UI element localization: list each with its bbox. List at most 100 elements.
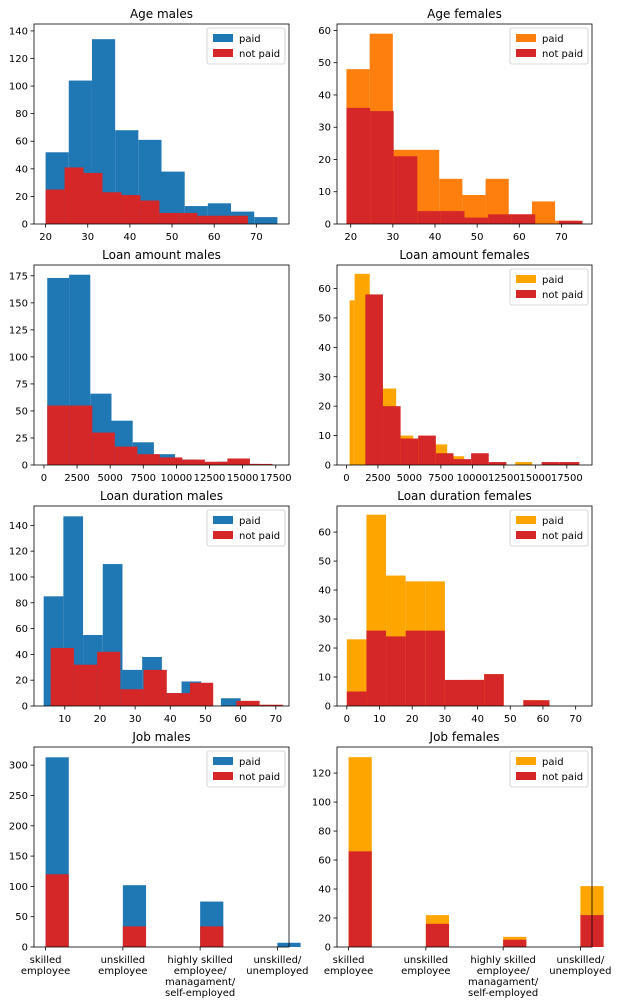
bar: [114, 446, 138, 465]
legend-label: paid: [542, 34, 564, 45]
y-tick-label: 120: [9, 547, 28, 558]
bar: [488, 214, 512, 224]
x-tick-label: 70: [269, 714, 282, 725]
y-tick-label: 0: [22, 461, 28, 472]
legend-label: not paid: [239, 49, 280, 60]
y-tick-label: 10: [318, 431, 331, 442]
bar: [365, 294, 383, 465]
x-tick-label: 12500: [194, 473, 226, 484]
bar: [204, 461, 228, 465]
bar: [259, 704, 283, 706]
chart-title: Age males: [130, 7, 193, 21]
bar: [400, 438, 419, 465]
bar: [254, 217, 278, 224]
y-tick-label: 125: [9, 325, 28, 336]
bar: [200, 926, 224, 947]
series-not-paid: [45, 167, 248, 224]
y-tick-label: 60: [318, 26, 331, 37]
y-tick-label: 30: [318, 123, 331, 134]
y-tick-label: 100: [9, 882, 28, 893]
bar: [435, 453, 454, 465]
legend-swatch: [516, 34, 536, 42]
x-tick-label-line: employee: [98, 966, 147, 977]
y-tick-label: 0: [22, 943, 28, 954]
bar: [425, 630, 445, 706]
series-not-paid: [365, 294, 580, 465]
chart-panel-1: 0 20 40 60 80 100 120 140 20 30 40 50 60 70 Age males p…: [9, 7, 290, 243]
x-tick-label: 17500: [260, 473, 292, 484]
legend-label: not paid: [542, 531, 583, 542]
y-tick-label: 80: [15, 598, 28, 609]
chart-title: Age females: [427, 7, 502, 21]
y-tick-label: 10: [318, 673, 331, 684]
bar: [182, 459, 205, 465]
bar: [440, 211, 465, 224]
legend: paid not paid: [509, 509, 589, 547]
y-tick-label: 150: [9, 298, 28, 309]
axes-frame: [33, 746, 290, 948]
chart-title: Job males: [131, 730, 190, 744]
bar: [137, 454, 160, 465]
bar: [236, 700, 260, 706]
bar: [178, 212, 198, 224]
x-tick-label-line: unskilled/: [253, 955, 302, 966]
chart-title: Loan duration females: [397, 489, 532, 503]
legend-swatch: [213, 757, 233, 765]
x-tick-label: unskilled/unemployed: [549, 955, 611, 977]
x-tick-label-line: unskilled/: [556, 955, 605, 966]
x-tick-label-line: managament/: [468, 977, 539, 988]
bar: [417, 211, 441, 224]
bar: [45, 189, 65, 224]
legend-label: not paid: [239, 772, 280, 783]
bar: [73, 664, 98, 706]
x-tick-label-line: unemployed: [246, 966, 308, 977]
chart-title: Loan duration males: [100, 489, 223, 503]
x-tick-label-line: employee/: [174, 966, 227, 977]
bar: [121, 195, 141, 224]
bar: [382, 406, 401, 465]
bar: [484, 674, 504, 706]
y-tick-label: 80: [318, 827, 331, 838]
y-tick-label: 120: [312, 769, 331, 780]
legend-swatch: [516, 516, 536, 524]
x-tick-label: 60: [513, 232, 526, 243]
x-tick-label: 30: [386, 232, 399, 243]
bar: [346, 691, 367, 706]
chart-panel-5: 0 20 40 60 80 100 120 140 10 20 30 40 50 60 70 Loan dur…: [9, 489, 290, 725]
bar: [349, 300, 355, 465]
x-tick-label: 7500: [131, 473, 156, 484]
y-tick-label: 50: [318, 58, 331, 69]
y-tick-label: 40: [318, 90, 331, 101]
y-tick-label: 60: [318, 528, 331, 539]
x-tick-label: 15000: [227, 473, 259, 484]
bar: [50, 647, 74, 706]
x-tick-label-line: self-employed: [468, 988, 538, 999]
x-tick-label: 2500: [64, 473, 89, 484]
x-tick-label: 30: [81, 232, 94, 243]
series-not-paid: [45, 874, 224, 947]
y-tick-label: 60: [318, 856, 331, 867]
x-tick-label-line: highly skilled: [470, 955, 536, 966]
x-tick-label: unskilled/unemployed: [246, 955, 308, 977]
axes-frame: [336, 746, 593, 948]
y-tick-label: 50: [15, 912, 28, 923]
axes-frame: [336, 264, 593, 466]
x-tick-label: 60: [537, 714, 550, 725]
bar: [227, 458, 250, 465]
y-tick-label: 100: [9, 352, 28, 363]
bar: [444, 679, 465, 706]
bar: [64, 167, 84, 224]
bar: [346, 639, 367, 706]
bar: [216, 215, 236, 224]
legend: paid not paid: [206, 27, 286, 65]
x-tick-label: 10: [58, 714, 71, 725]
x-tick-label: 30: [439, 714, 452, 725]
bar: [69, 405, 93, 465]
x-tick-label: 20: [94, 714, 107, 725]
bar: [235, 215, 248, 224]
bar: [122, 926, 147, 947]
legend-label: not paid: [239, 531, 280, 542]
bar: [348, 851, 372, 947]
y-tick-label: 60: [15, 624, 28, 635]
